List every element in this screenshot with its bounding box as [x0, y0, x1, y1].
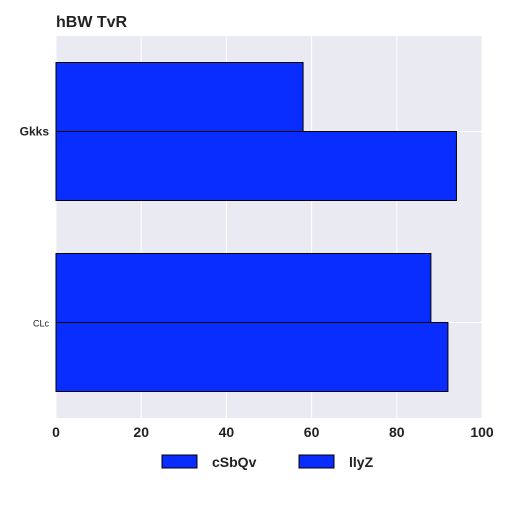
x-tick-label-0: 0 — [52, 424, 60, 440]
x-tick-label-2: 40 — [219, 424, 235, 440]
legend-label-llyZ: llyZ — [349, 454, 374, 470]
chart-title: hBW TvR — [56, 14, 128, 31]
bars — [55, 62, 457, 392]
bar-llyZ-CLc — [55, 322, 449, 392]
y-category-label-1: CLc — [33, 319, 50, 329]
legend-swatch-llyZ — [298, 454, 335, 469]
bar-llyZ-Gkks — [55, 131, 457, 201]
x-axis-ticks: 0 20 40 60 80 100 — [52, 424, 494, 440]
x-tick-label-3: 60 — [304, 424, 320, 440]
x-tick-label-5: 100 — [470, 424, 494, 440]
legend-label-cSbQv: cSbQv — [212, 454, 257, 470]
y-axis-categories: Gkks CLc — [20, 125, 50, 329]
x-tick-label-1: 20 — [133, 424, 149, 440]
bar-cSbQv-CLc — [55, 253, 432, 323]
legend-swatch-cSbQv — [161, 454, 198, 469]
y-category-label-0: Gkks — [20, 125, 50, 139]
x-tick-label-4: 80 — [389, 424, 405, 440]
legend: cSbQv llyZ — [161, 454, 374, 470]
bar-cSbQv-Gkks — [55, 62, 304, 132]
